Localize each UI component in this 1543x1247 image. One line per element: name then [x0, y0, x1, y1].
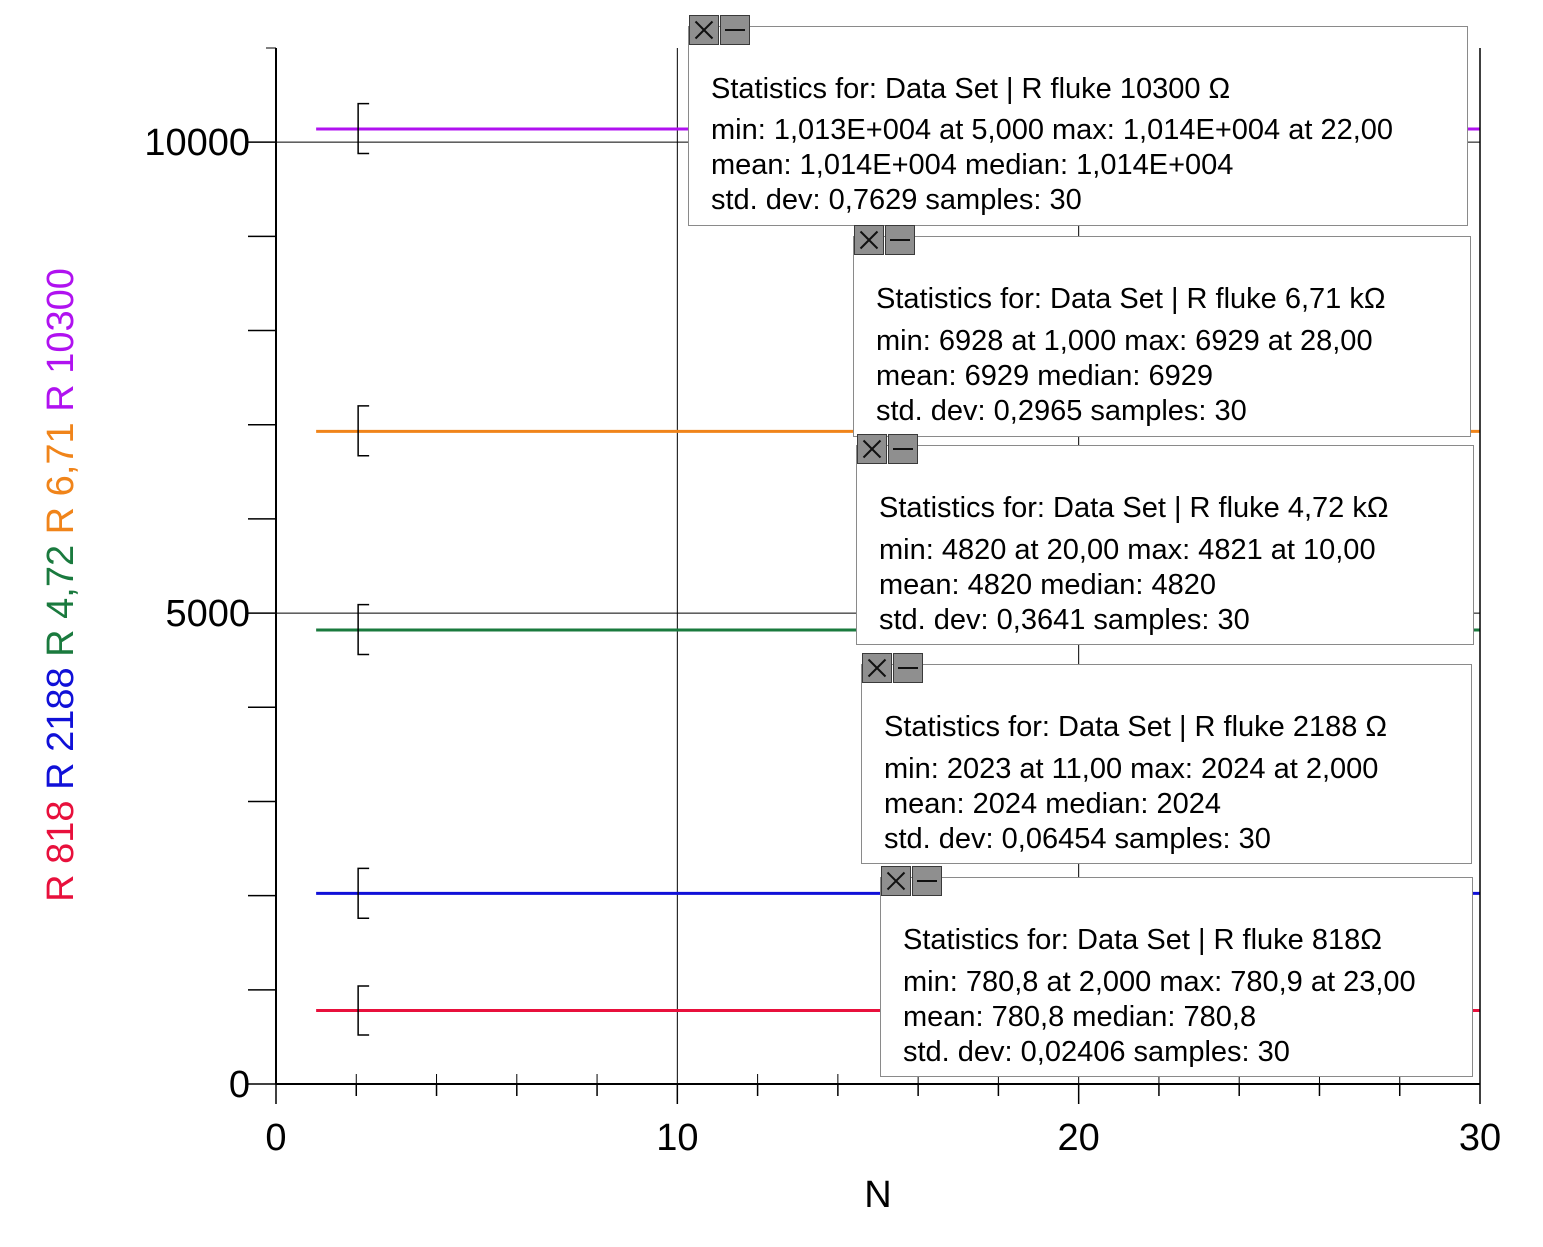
close-icon[interactable] — [881, 866, 911, 896]
statistics-box[interactable]: Statistics for: Data Set | R fluke 818Ω m… — [880, 866, 1473, 1077]
statistics-line: mean: 2024 median: 2024 — [884, 788, 1221, 820]
statistics-title: Statistics for: Data Set | R fluke 818Ω — [903, 924, 1382, 956]
statistics-box-controls — [854, 225, 915, 255]
y-legend-entry: R 818 — [40, 800, 82, 901]
statistics-line: std. dev: 0,2965 samples: 30 — [876, 395, 1247, 427]
close-icon[interactable] — [862, 653, 892, 683]
statistics-line: std. dev: 0,7629 samples: 30 — [711, 184, 1082, 216]
y-tick-label: 0 — [229, 1064, 250, 1106]
statistics-line: std. dev: 0,06454 samples: 30 — [884, 823, 1271, 855]
error-bar — [357, 102, 370, 155]
statistics-box[interactable]: Statistics for: Data Set | R fluke 4,72 … — [856, 434, 1474, 645]
error-bar — [357, 867, 370, 919]
y-tick-label: 10000 — [144, 122, 250, 164]
statistics-line: min: 4820 at 20,00 max: 4821 at 10,00 — [879, 534, 1376, 566]
x-axis-title: N — [864, 1174, 891, 1216]
x-tick-label: 30 — [1459, 1117, 1501, 1159]
statistics-line: std. dev: 0,02406 samples: 30 — [903, 1036, 1290, 1068]
y-legend-entry: R 10300 — [40, 268, 82, 422]
close-icon[interactable] — [689, 15, 719, 45]
statistics-line: mean: 4820 median: 4820 — [879, 569, 1216, 601]
close-icon[interactable] — [854, 225, 884, 255]
statistics-line: min: 2023 at 11,00 max: 2024 at 2,000 — [884, 753, 1379, 785]
x-tick-label: 10 — [656, 1117, 698, 1159]
axes — [246, 47, 1481, 1104]
close-icon[interactable] — [857, 434, 887, 464]
y-tick-label: 5000 — [165, 593, 250, 635]
statistics-line: min: 6928 at 1,000 max: 6929 at 28,00 — [876, 325, 1373, 357]
statistics-box-controls — [689, 15, 750, 45]
error-bar — [357, 985, 370, 1036]
error-bar — [357, 603, 370, 656]
statistics-box-controls — [857, 434, 918, 464]
statistics-box-controls — [862, 653, 923, 683]
statistics-title: Statistics for: Data Set | R fluke 2188 … — [884, 711, 1388, 743]
x-tick-label: 0 — [265, 1117, 286, 1159]
y-axis-legend: R 818 R 2188 R 4,72 R 6,71 R 10300 — [40, 268, 82, 902]
statistics-line: mean: 6929 median: 6929 — [876, 360, 1213, 392]
statistics-box[interactable]: Statistics for: Data Set | R fluke 6,71 … — [853, 225, 1471, 437]
minimize-icon[interactable] — [912, 866, 942, 896]
statistics-line: mean: 1,014E+004 median: 1,014E+004 — [711, 149, 1234, 181]
y-legend-entry: R 4,72 — [40, 545, 82, 668]
minimize-icon[interactable] — [888, 434, 918, 464]
statistics-box[interactable]: Statistics for: Data Set | R fluke 2188 … — [861, 653, 1472, 864]
statistics-title: Statistics for: Data Set | R fluke 10300… — [711, 73, 1231, 105]
minimize-icon[interactable] — [885, 225, 915, 255]
statistics-line: min: 1,013E+004 at 5,000 max: 1,014E+004… — [711, 114, 1394, 146]
minimize-icon[interactable] — [720, 15, 750, 45]
statistics-line: mean: 780,8 median: 780,8 — [903, 1001, 1257, 1033]
statistics-title: Statistics for: Data Set | R fluke 4,72 … — [879, 492, 1389, 524]
statistics-line: std. dev: 0,3641 samples: 30 — [879, 604, 1250, 636]
statistics-box-controls — [881, 866, 942, 896]
minimize-icon[interactable] — [893, 653, 923, 683]
tick-labels: 0 5000 10000 0 10 20 30 — [144, 122, 1501, 1159]
statistics-box[interactable]: Statistics for: Data Set | R fluke 10300… — [688, 15, 1468, 226]
y-legend-entry: R 6,71 — [40, 422, 82, 545]
error-bar — [357, 405, 370, 457]
y-legend-entry: R 2188 — [40, 667, 82, 800]
statistics-title: Statistics for: Data Set | R fluke 6,71 … — [876, 283, 1386, 315]
x-tick-label: 20 — [1058, 1117, 1100, 1159]
statistics-line: min: 780,8 at 2,000 max: 780,9 at 23,00 — [903, 966, 1416, 998]
